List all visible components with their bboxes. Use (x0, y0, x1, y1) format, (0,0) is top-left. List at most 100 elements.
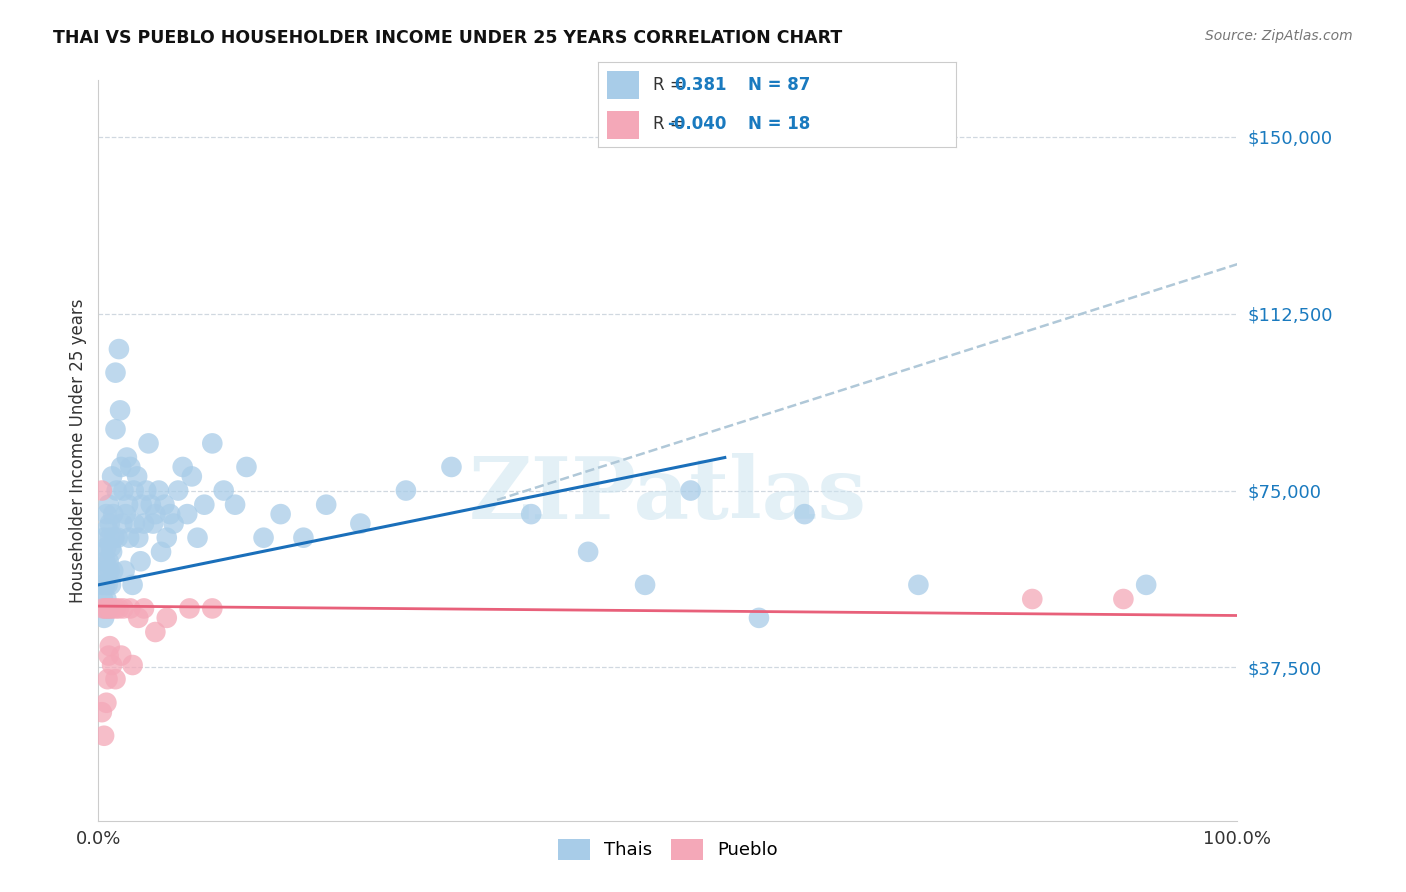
Point (576, 545, 599, 559)
Point (93, 564, 115, 578)
Point (112, 483, 135, 498)
Point (94, 578, 117, 592)
Point (145, 507, 167, 521)
Point (104, 366, 127, 380)
Point (124, 516, 146, 531)
Point (108, 342, 131, 356)
Point (94, 601, 117, 615)
Point (96, 540, 118, 554)
Point (156, 531, 179, 545)
Text: R =: R = (654, 77, 683, 95)
Point (98, 601, 121, 615)
Point (634, 578, 657, 592)
Point (108, 601, 131, 615)
Point (96, 521, 118, 535)
Point (142, 516, 165, 531)
Point (148, 483, 170, 498)
Point (179, 601, 201, 615)
Point (105, 483, 128, 498)
Point (748, 611, 770, 625)
Point (103, 564, 125, 578)
Point (103, 507, 125, 521)
Point (679, 483, 702, 498)
Point (104, 601, 127, 615)
Point (98, 531, 121, 545)
Point (132, 516, 155, 531)
Point (111, 516, 134, 531)
Point (349, 516, 371, 531)
Point (93, 729, 115, 743)
Point (122, 483, 145, 498)
Point (159, 507, 181, 521)
Point (315, 498, 337, 512)
Point (440, 460, 463, 475)
Point (98, 564, 121, 578)
Point (127, 531, 149, 545)
Point (96, 696, 118, 710)
Point (1112, 592, 1135, 607)
Point (90, 483, 112, 498)
Point (145, 625, 167, 640)
Point (114, 564, 136, 578)
Point (93, 611, 115, 625)
Point (135, 483, 157, 498)
Point (139, 498, 162, 512)
Point (97, 601, 120, 615)
Point (101, 469, 124, 483)
Point (793, 507, 815, 521)
Text: ZIPatlas: ZIPatlas (468, 453, 868, 537)
Text: THAI VS PUEBLO HOUSEHOLDER INCOME UNDER 25 YEARS CORRELATION CHART: THAI VS PUEBLO HOUSEHOLDER INCOME UNDER … (53, 29, 842, 46)
Point (162, 516, 184, 531)
Point (120, 460, 142, 475)
Point (97, 648, 120, 663)
Point (96, 507, 118, 521)
Point (138, 436, 160, 450)
Point (1135, 578, 1157, 592)
Point (224, 498, 246, 512)
Point (107, 531, 129, 545)
Text: 0.381: 0.381 (673, 77, 727, 95)
Bar (606, 71, 638, 99)
Point (96, 592, 118, 607)
Point (156, 611, 179, 625)
Point (101, 601, 124, 615)
Point (100, 540, 122, 554)
Point (91, 592, 114, 607)
Point (1021, 592, 1043, 607)
Point (292, 531, 315, 545)
Point (121, 578, 143, 592)
Text: -0.040: -0.040 (668, 115, 727, 133)
Point (110, 460, 132, 475)
Point (150, 545, 173, 559)
Point (91, 545, 114, 559)
Point (117, 498, 139, 512)
Point (96, 578, 118, 592)
Point (212, 483, 235, 498)
Point (118, 531, 141, 545)
Point (91, 601, 114, 615)
Point (97, 554, 120, 568)
Point (186, 531, 208, 545)
Point (96, 601, 118, 615)
Point (100, 578, 122, 592)
Point (235, 460, 257, 475)
Point (132, 601, 155, 615)
Point (104, 672, 127, 686)
Text: N = 18: N = 18 (748, 115, 810, 133)
Y-axis label: Householder Income Under 25 years: Householder Income Under 25 years (69, 298, 87, 603)
Point (907, 578, 929, 592)
Point (115, 450, 138, 465)
Point (127, 611, 149, 625)
Point (90, 705, 112, 719)
Point (97, 498, 120, 512)
Point (103, 531, 125, 545)
Point (120, 601, 142, 615)
Point (94, 554, 117, 568)
Point (94, 601, 117, 615)
Point (131, 498, 153, 512)
Point (101, 545, 124, 559)
Point (121, 658, 143, 673)
Legend: Thais, Pueblo: Thais, Pueblo (550, 832, 786, 867)
Bar (606, 111, 638, 139)
Point (101, 658, 124, 673)
